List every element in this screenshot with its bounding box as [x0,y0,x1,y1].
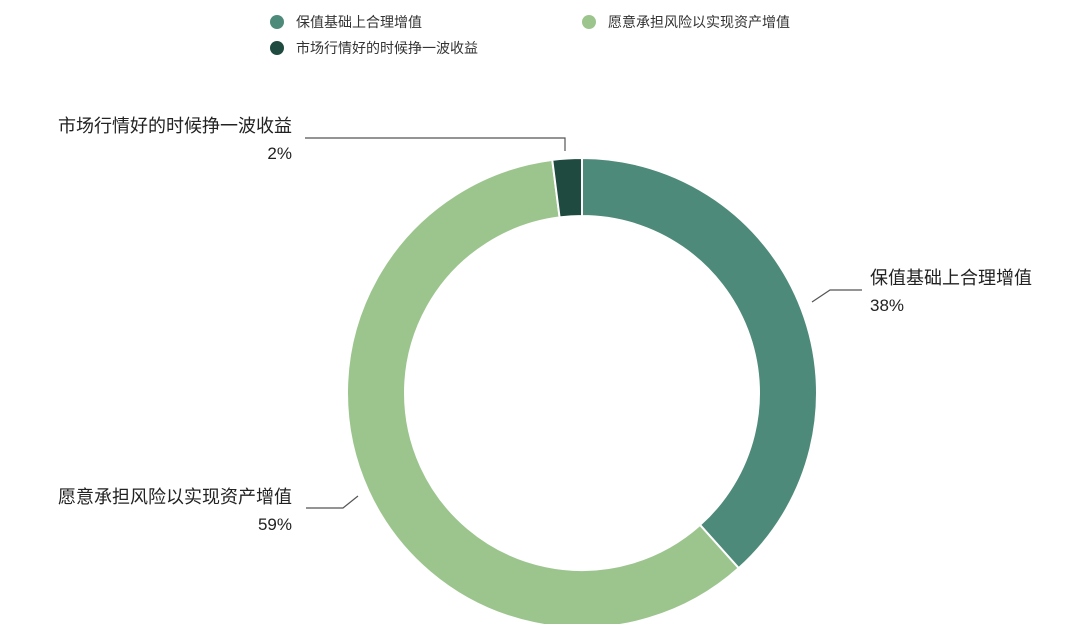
slice-steady-growth [581,156,818,570]
legend-swatch-steady-growth [270,15,284,29]
legend-item-market-timing: 市场行情好的时候挣一波收益 [270,38,478,58]
slice-market-timing [551,156,583,219]
callout-line-risk-taking [306,495,359,509]
callout-value-steady-growth: 38% [870,296,904,315]
callout-line-steady-growth [811,289,862,303]
callout-label-steady-growth: 保值基础上合理增值 [870,268,1032,289]
callout-value-risk-taking: 59% [258,515,292,534]
legend-label-market-timing: 市场行情好的时候挣一波收益 [296,41,478,57]
callout-line-market-timing [305,137,566,151]
slice-risk-taking [346,158,741,624]
legend-item-steady-growth: 保值基础上合理增值 [270,12,422,32]
callout-label-risk-taking: 愿意承担风险以实现资产增值 [58,487,292,508]
legend-swatch-market-timing [270,41,284,55]
legend-label-risk-taking: 愿意承担风险以实现资产增值 [608,15,790,31]
callout-label-market-timing: 市场行情好的时候挣一波收益 [58,116,292,137]
legend-item-risk-taking: 愿意承担风险以实现资产增值 [582,12,790,32]
chart-legend: 保值基础上合理增值 愿意承担风险以实现资产增值 市场行情好的时候挣一波收益 [270,8,890,58]
legend-label-steady-growth: 保值基础上合理增值 [296,15,422,31]
callout-value-market-timing: 2% [267,144,292,163]
legend-swatch-risk-taking [582,15,596,29]
